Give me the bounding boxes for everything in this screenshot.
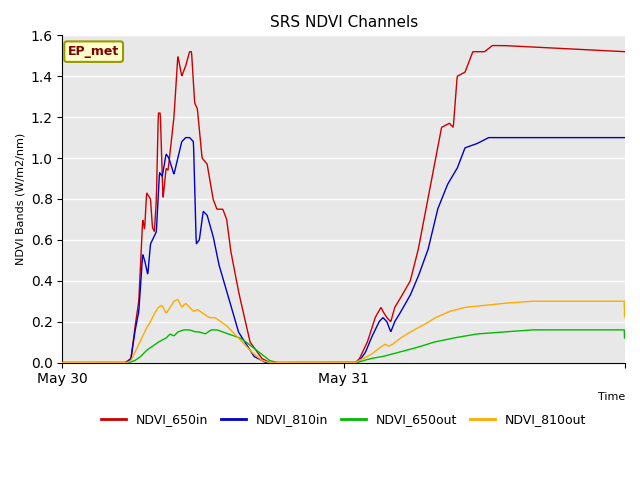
X-axis label: Time: Time [598, 392, 625, 402]
Legend: NDVI_650in, NDVI_810in, NDVI_650out, NDVI_810out: NDVI_650in, NDVI_810in, NDVI_650out, NDV… [96, 408, 591, 431]
Text: EP_met: EP_met [68, 45, 119, 58]
Y-axis label: NDVI Bands (W/m2/nm): NDVI Bands (W/m2/nm) [15, 133, 25, 265]
Title: SRS NDVI Channels: SRS NDVI Channels [269, 15, 418, 30]
